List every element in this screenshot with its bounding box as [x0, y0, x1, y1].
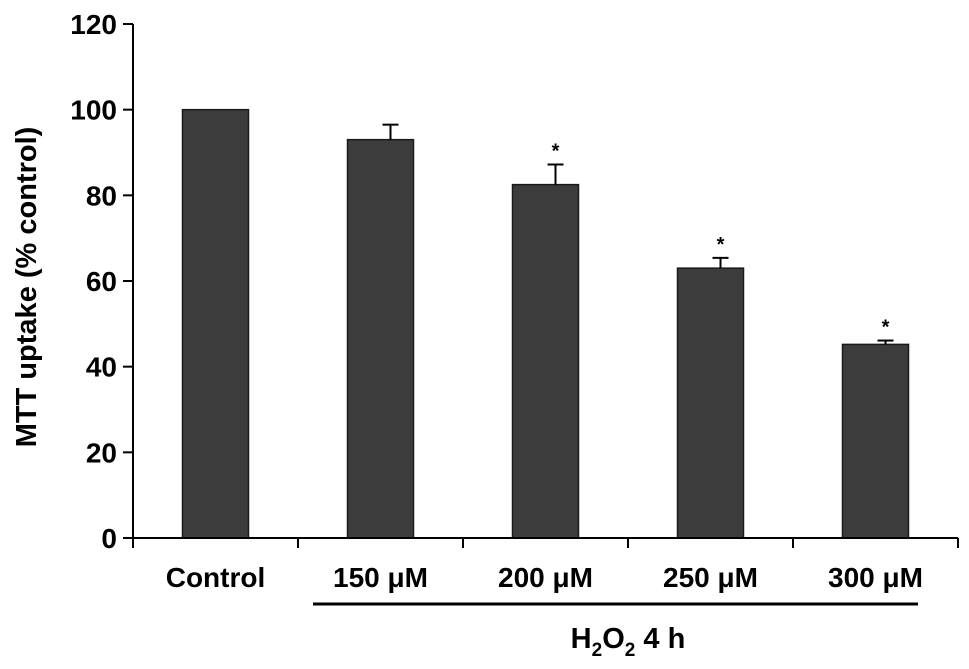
x-tick-label: 150 μM — [333, 562, 428, 593]
y-tick-label: 0 — [101, 523, 117, 554]
y-tick-label: 80 — [86, 180, 117, 211]
y-axis-label: MTT uptake (% control) — [11, 127, 43, 448]
significance-marker: * — [552, 140, 560, 162]
significance-marker: * — [717, 234, 725, 256]
bar — [346, 138, 415, 539]
bar — [841, 343, 910, 539]
group-label: H2O2 4 h — [571, 623, 686, 661]
significance-marker: * — [882, 317, 890, 339]
x-tick-label: 300 μM — [828, 562, 923, 593]
bar — [511, 183, 580, 539]
bars: * * * — [181, 108, 910, 539]
y-axis: 0 20 40 60 80 100 120 — [70, 9, 134, 554]
x-tick-label: 250 μM — [663, 562, 758, 593]
x-axis: Control 150 μM 200 μM 250 μM 300 μM — [132, 537, 959, 593]
y-tick-label: 60 — [86, 266, 117, 297]
y-tick-label: 40 — [86, 352, 117, 383]
bar — [181, 108, 250, 539]
bar — [676, 267, 745, 539]
y-tick-label: 20 — [86, 437, 117, 468]
x-tick-label: 200 μM — [498, 562, 593, 593]
x-tick-label: Control — [166, 562, 266, 593]
y-tick-label: 120 — [70, 9, 117, 40]
y-tick-label: 100 — [70, 95, 117, 126]
